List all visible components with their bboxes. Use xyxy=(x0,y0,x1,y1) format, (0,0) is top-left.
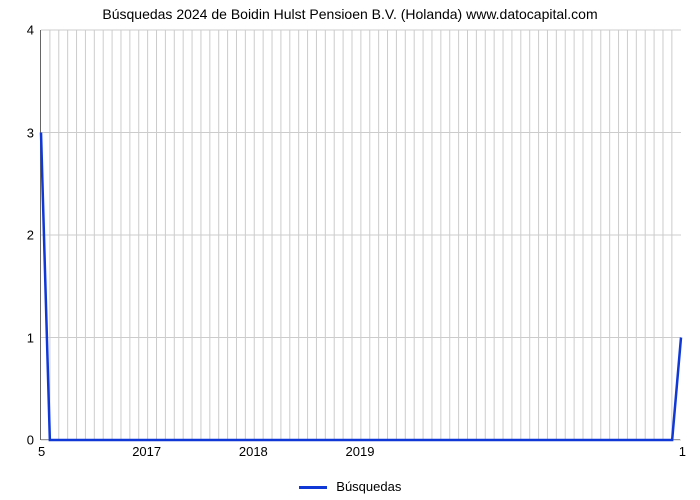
legend-label: Búsquedas xyxy=(336,479,401,494)
x-corner-left: 5 xyxy=(38,444,45,459)
x-tick-label: 2019 xyxy=(346,444,375,459)
y-tick-label: 3 xyxy=(4,125,34,140)
plot-area xyxy=(40,30,680,440)
x-corner-right: 1 xyxy=(679,444,686,459)
series-layer xyxy=(41,30,680,439)
x-tick-label: 2017 xyxy=(132,444,161,459)
legend-swatch xyxy=(299,486,327,489)
x-tick-label: 2018 xyxy=(239,444,268,459)
y-tick-label: 4 xyxy=(4,23,34,38)
y-tick-label: 0 xyxy=(4,433,34,448)
legend: Búsquedas xyxy=(0,479,700,494)
chart-container: Búsquedas 2024 de Boidin Hulst Pensioen … xyxy=(0,0,700,500)
y-tick-label: 2 xyxy=(4,228,34,243)
chart-title: Búsquedas 2024 de Boidin Hulst Pensioen … xyxy=(0,6,700,22)
y-tick-label: 1 xyxy=(4,330,34,345)
